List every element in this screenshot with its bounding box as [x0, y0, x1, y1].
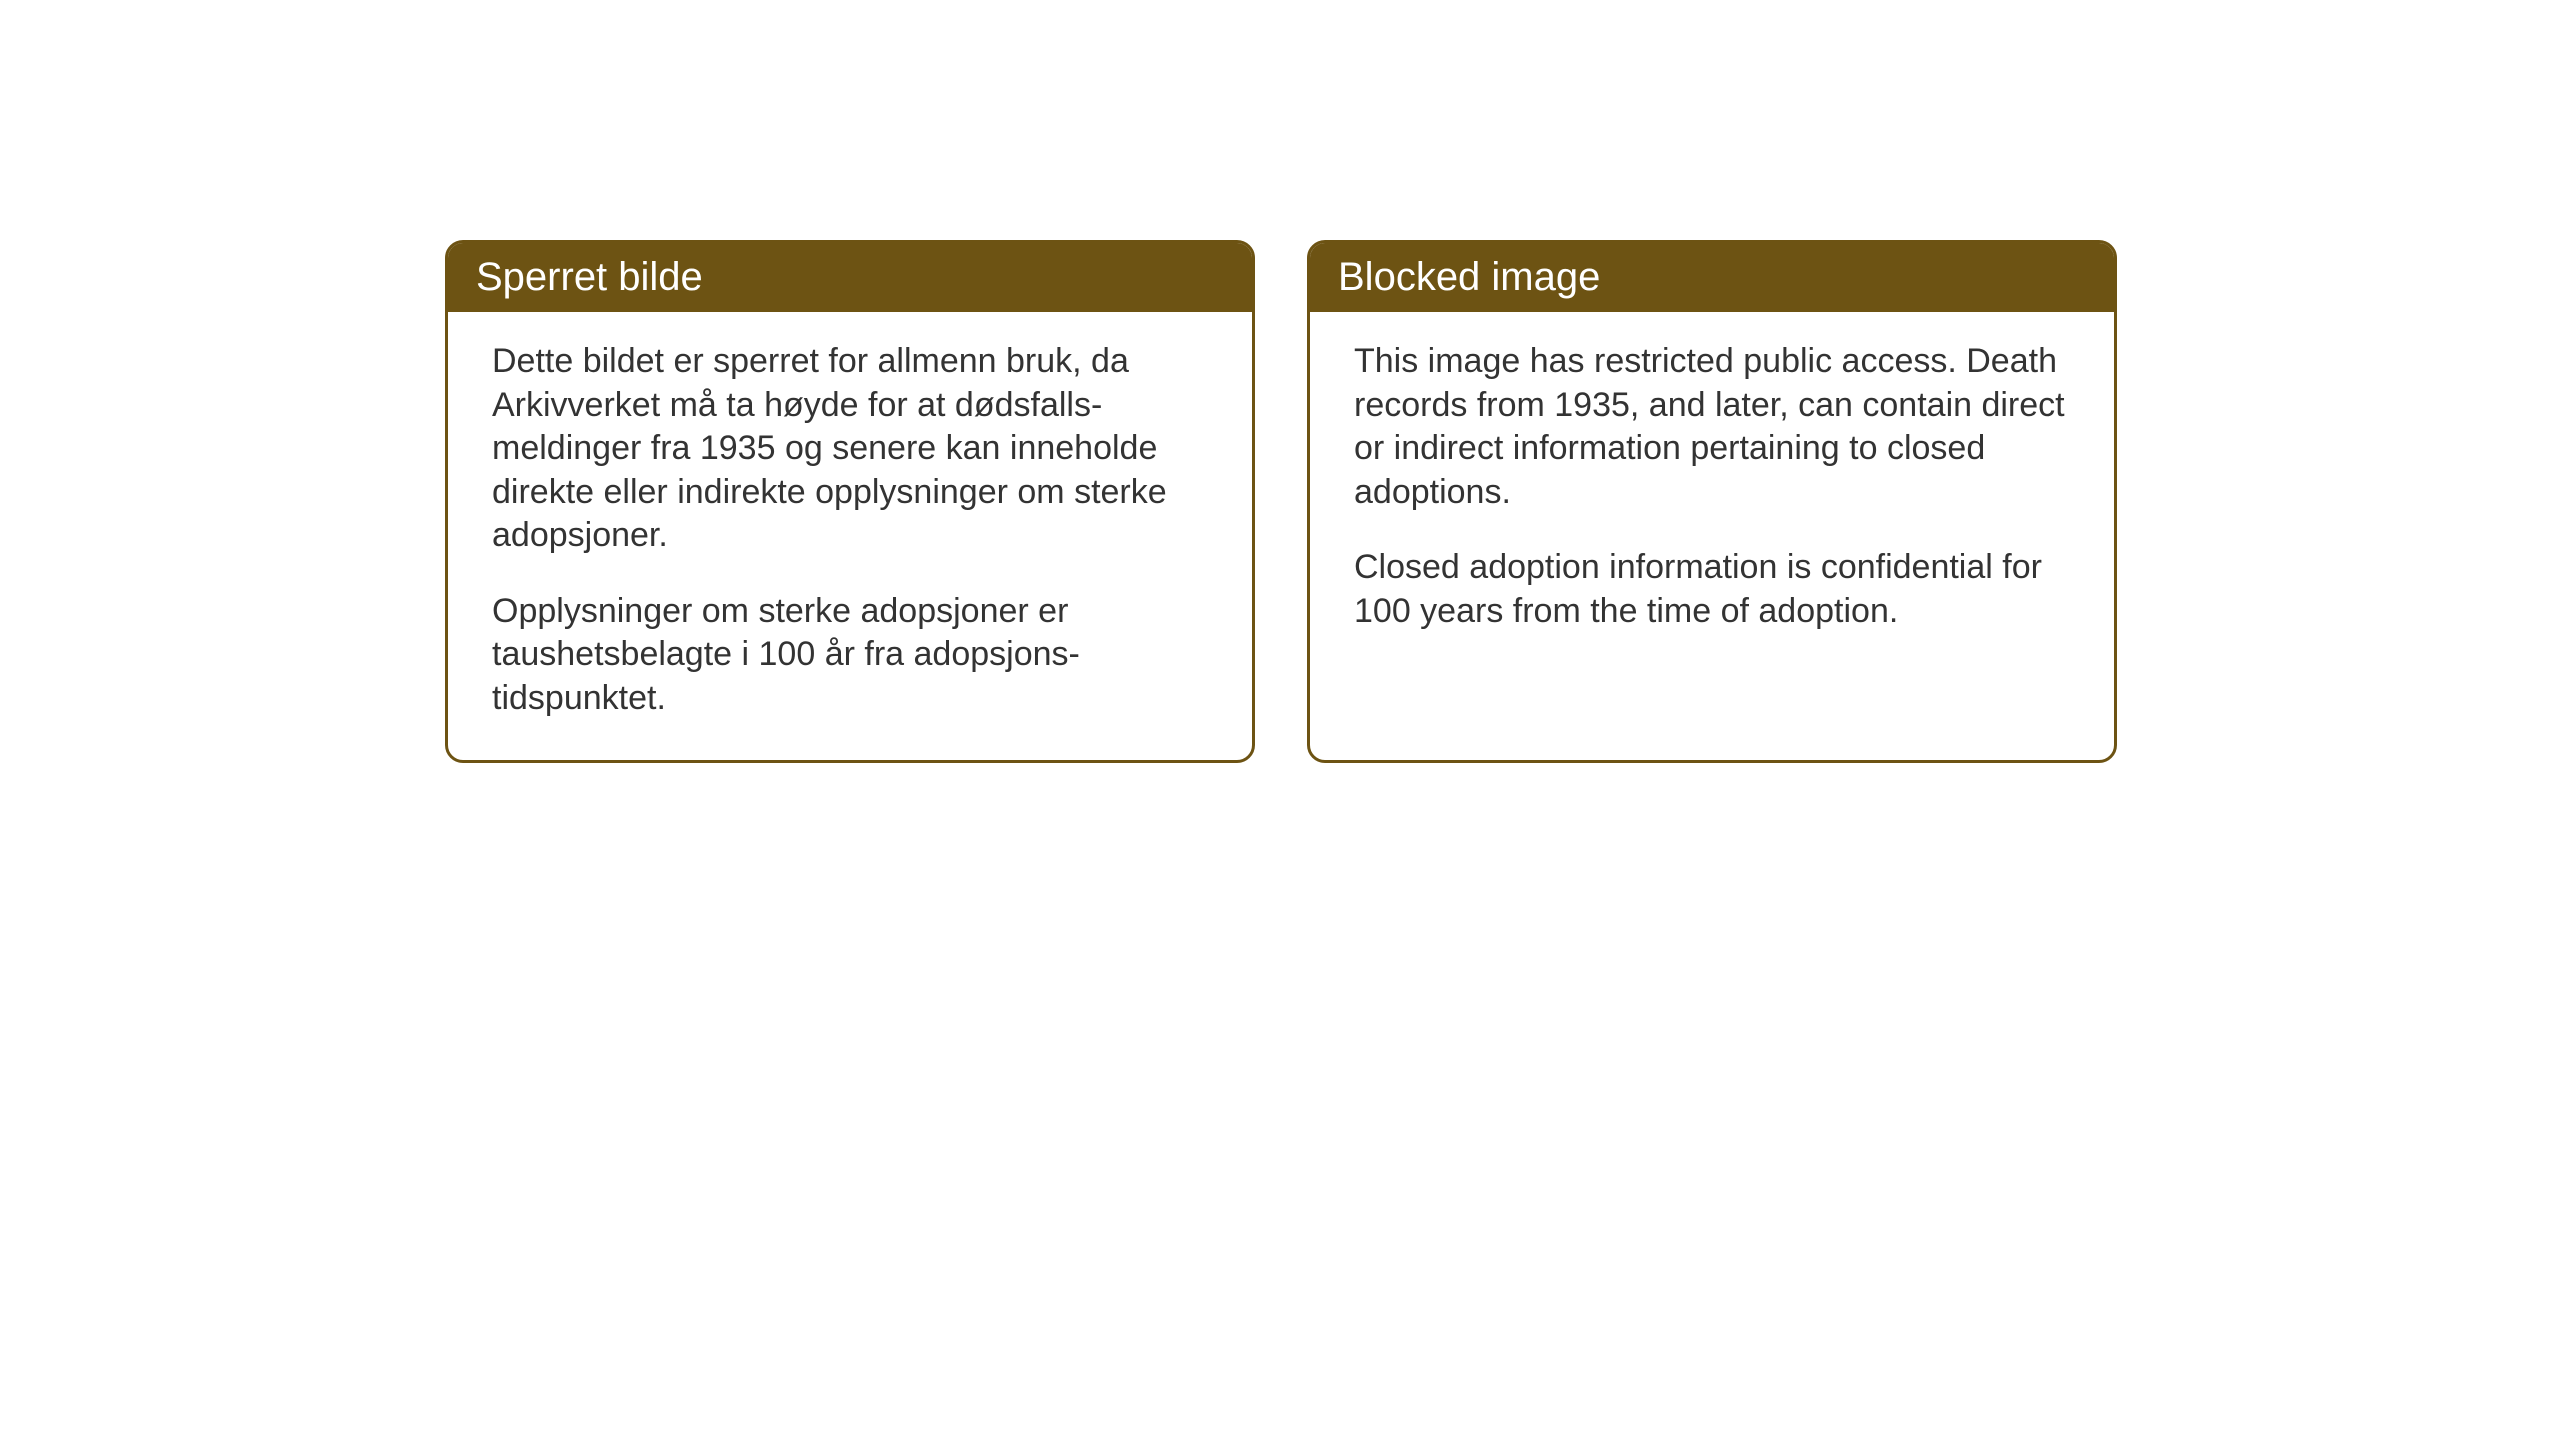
card-english-paragraph-2: Closed adoption information is confident…	[1354, 546, 2072, 633]
card-english: Blocked image This image has restricted …	[1307, 240, 2117, 763]
card-norwegian-paragraph-1: Dette bildet er sperret for allmenn bruk…	[492, 340, 1210, 558]
cards-container: Sperret bilde Dette bildet er sperret fo…	[0, 0, 2560, 763]
card-english-header: Blocked image	[1310, 243, 2114, 312]
card-english-title: Blocked image	[1338, 255, 1600, 299]
card-norwegian: Sperret bilde Dette bildet er sperret fo…	[445, 240, 1255, 763]
card-norwegian-body: Dette bildet er sperret for allmenn bruk…	[448, 312, 1252, 760]
card-english-paragraph-1: This image has restricted public access.…	[1354, 340, 2072, 514]
card-norwegian-header: Sperret bilde	[448, 243, 1252, 312]
card-english-body: This image has restricted public access.…	[1310, 312, 2114, 673]
card-norwegian-title: Sperret bilde	[476, 255, 703, 299]
card-norwegian-paragraph-2: Opplysninger om sterke adopsjoner er tau…	[492, 590, 1210, 721]
